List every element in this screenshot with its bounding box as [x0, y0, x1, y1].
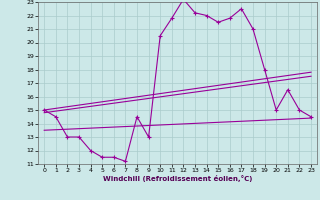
X-axis label: Windchill (Refroidissement éolien,°C): Windchill (Refroidissement éolien,°C): [103, 175, 252, 182]
